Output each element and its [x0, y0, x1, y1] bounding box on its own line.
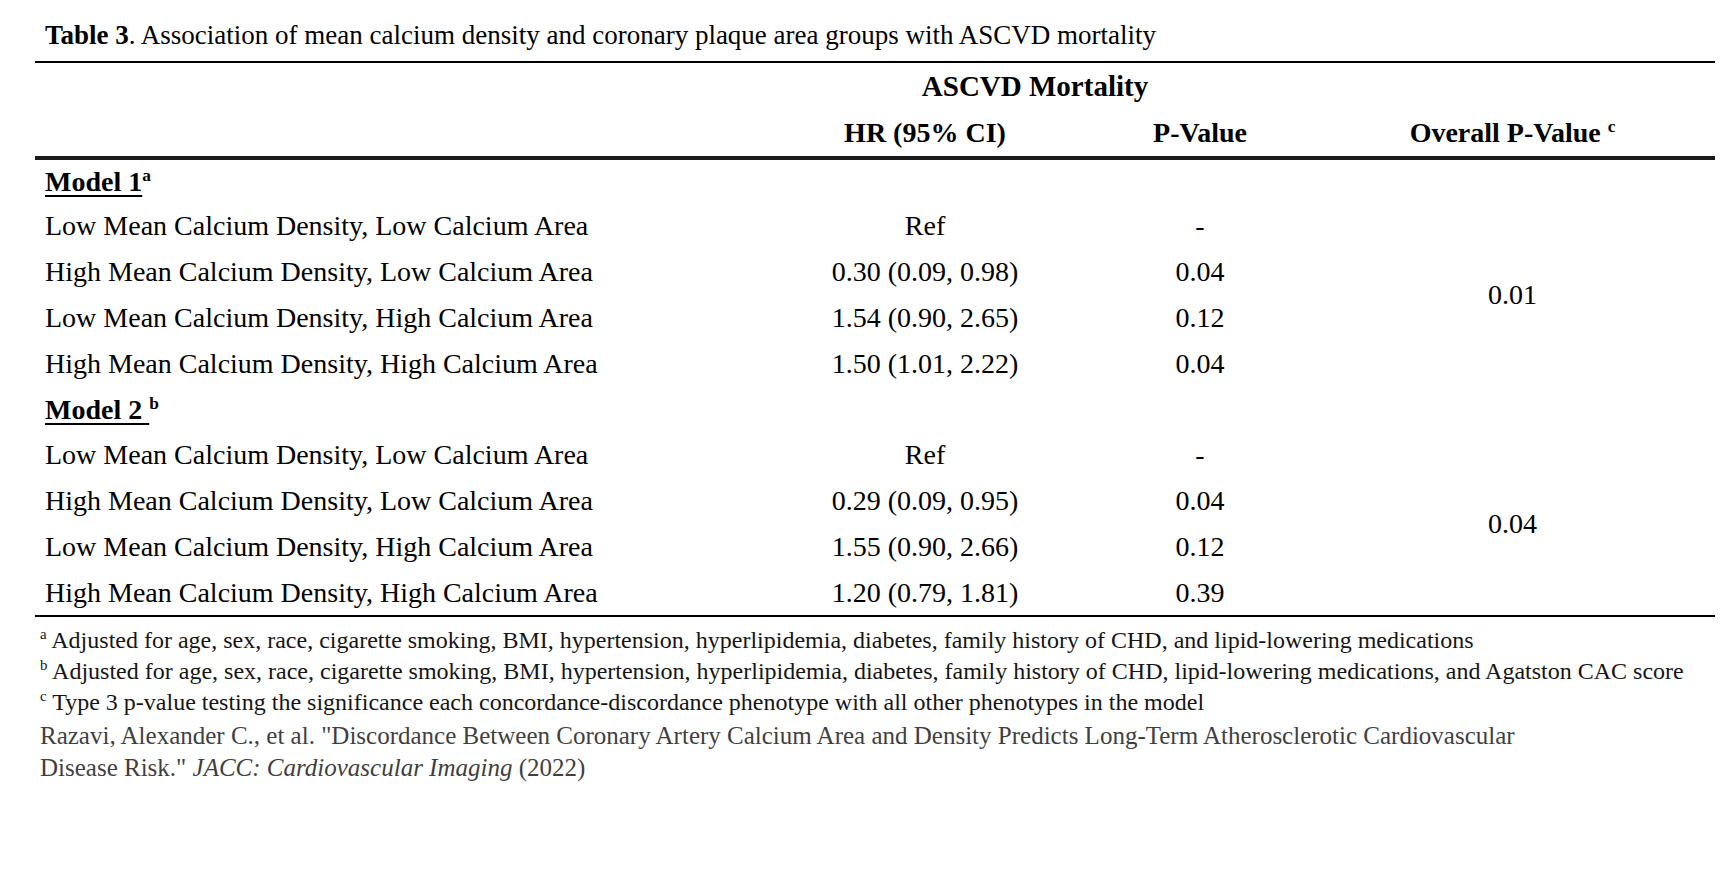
- empty-cell: [1090, 158, 1310, 203]
- model2-heading-row: Model 2 b: [35, 387, 1715, 432]
- model2-overall-p-value: 0.04: [1310, 432, 1715, 616]
- footnotes: a Adjusted for age, sex, race, cigarette…: [40, 625, 1690, 784]
- footnote-a-text: Adjusted for age, sex, race, cigarette s…: [47, 627, 1474, 653]
- hr-value: 1.50 (1.01, 2.22): [760, 341, 1090, 387]
- column-header-pvalue: P-Value: [1090, 110, 1310, 158]
- footnote-marker-c: c: [1608, 117, 1616, 136]
- p-value: 0.39: [1090, 570, 1310, 616]
- hr-value: Ref: [760, 432, 1090, 478]
- hr-value: 1.20 (0.79, 1.81): [760, 570, 1090, 616]
- row-label: Low Mean Calcium Density, High Calcium A…: [35, 524, 760, 570]
- model1-heading-row: Model 1a: [35, 158, 1715, 203]
- hr-value: 1.54 (0.90, 2.65): [760, 295, 1090, 341]
- model1-overall-p-value: 0.01: [1310, 203, 1715, 387]
- row-label: High Mean Calcium Density, High Calcium …: [35, 570, 760, 616]
- row-label: Low Mean Calcium Density, High Calcium A…: [35, 295, 760, 341]
- empty-cell: [760, 158, 1090, 203]
- page: Table 3. Association of mean calcium den…: [0, 0, 1725, 784]
- footnote-marker-b: b: [149, 393, 159, 412]
- table-3: ASCVD Mortality HR (95% CI) P-Value Over…: [35, 61, 1715, 617]
- table-title-number: Table 3: [45, 20, 129, 50]
- footnote-marker-a: a: [142, 165, 151, 184]
- hr-value: 0.29 (0.09, 0.95): [760, 478, 1090, 524]
- footnote-a: a Adjusted for age, sex, race, cigarette…: [40, 625, 1690, 656]
- row-label: High Mean Calcium Density, Low Calcium A…: [35, 478, 760, 524]
- column-header-row: HR (95% CI) P-Value Overall P-Value c: [35, 110, 1715, 158]
- p-value: 0.04: [1090, 478, 1310, 524]
- citation-journal: JACC: Cardiovascular Imaging: [193, 754, 513, 781]
- empty-cell: [1310, 387, 1715, 432]
- hr-value: 0.30 (0.09, 0.98): [760, 249, 1090, 295]
- group-header-ascvd-mortality: ASCVD Mortality: [760, 62, 1310, 110]
- group-header-row: ASCVD Mortality: [35, 62, 1715, 110]
- empty-cell: [35, 110, 760, 158]
- table-title: Table 3. Association of mean calcium den…: [45, 20, 1690, 51]
- p-value: -: [1090, 432, 1310, 478]
- table-title-text: . Association of mean calcium density an…: [129, 20, 1156, 50]
- row-label: Low Mean Calcium Density, Low Calcium Ar…: [35, 203, 760, 249]
- p-value: -: [1090, 203, 1310, 249]
- empty-cell: [35, 62, 760, 110]
- p-value: 0.04: [1090, 341, 1310, 387]
- footnote-b-text: Adjusted for age, sex, race, cigarette s…: [47, 658, 1683, 684]
- p-value: 0.12: [1090, 295, 1310, 341]
- model1-heading: Model 1a: [35, 158, 760, 203]
- row-label: Low Mean Calcium Density, Low Calcium Ar…: [35, 432, 760, 478]
- p-value: 0.12: [1090, 524, 1310, 570]
- citation-year: (2022): [512, 754, 585, 781]
- row-label: High Mean Calcium Density, High Calcium …: [35, 341, 760, 387]
- empty-cell: [1090, 387, 1310, 432]
- empty-cell: [760, 387, 1090, 432]
- footnote-c: c Type 3 p-value testing the significanc…: [40, 687, 1690, 718]
- model1-heading-label: Model 1: [45, 166, 142, 197]
- column-header-overall-pvalue: Overall P-Value c: [1310, 110, 1715, 158]
- citation: Razavi, Alexander C., et al. "Discordanc…: [40, 720, 1540, 784]
- table-row: Low Mean Calcium Density, Low Calcium Ar…: [35, 432, 1715, 478]
- footnote-a-marker: a: [40, 626, 47, 642]
- model2-heading-label: Model 2: [45, 394, 149, 425]
- hr-value: Ref: [760, 203, 1090, 249]
- footnote-b: b Adjusted for age, sex, race, cigarette…: [40, 656, 1690, 687]
- footnote-c-text: Type 3 p-value testing the significance …: [47, 689, 1204, 715]
- model2-heading: Model 2 b: [35, 387, 760, 432]
- p-value: 0.04: [1090, 249, 1310, 295]
- empty-cell: [1310, 158, 1715, 203]
- column-header-hr: HR (95% CI): [760, 110, 1090, 158]
- table-row: Low Mean Calcium Density, Low Calcium Ar…: [35, 203, 1715, 249]
- row-label: High Mean Calcium Density, Low Calcium A…: [35, 249, 760, 295]
- hr-value: 1.55 (0.90, 2.66): [760, 524, 1090, 570]
- column-header-overall-pvalue-label: Overall P-Value: [1410, 117, 1608, 148]
- empty-cell: [1310, 62, 1715, 110]
- footnote-c-marker: c: [40, 688, 47, 704]
